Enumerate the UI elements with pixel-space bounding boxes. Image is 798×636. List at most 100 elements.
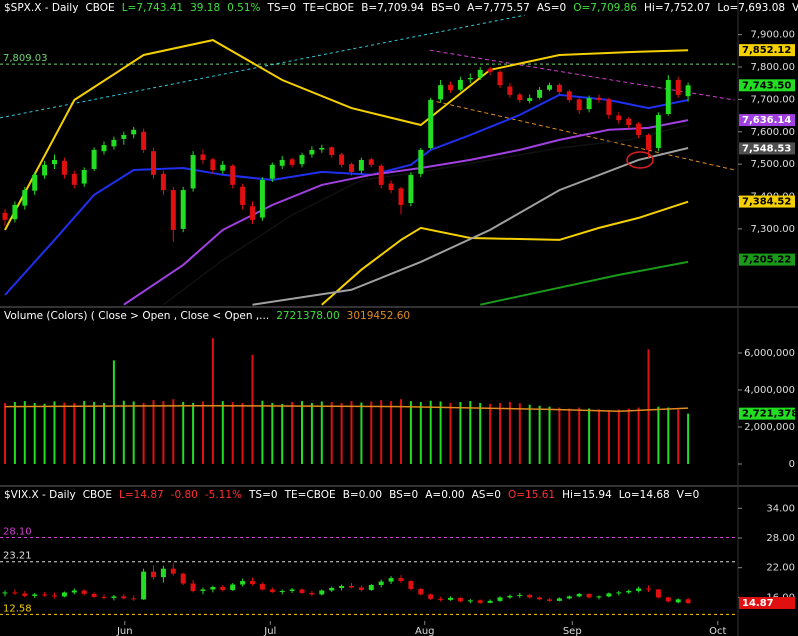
y-tick-label: 28.00 xyxy=(766,533,795,544)
candle-body xyxy=(91,149,97,170)
x-tick-label: Oct xyxy=(709,626,726,636)
candle-body xyxy=(418,588,424,595)
header-field: 2721378.00 xyxy=(276,310,339,322)
candle-body xyxy=(52,595,57,597)
candle-body xyxy=(230,584,236,590)
header-field: Hi=15.94 xyxy=(562,489,612,501)
volume-bar xyxy=(657,406,660,464)
candle-body xyxy=(477,600,483,603)
candle-body xyxy=(517,594,523,596)
candle-body xyxy=(448,84,453,91)
header-field: CBOE xyxy=(83,489,112,501)
candle-body xyxy=(408,174,414,204)
candle-body xyxy=(626,118,632,125)
header-field: $SPX.X - Daily xyxy=(4,2,78,14)
candle-body xyxy=(507,86,513,95)
candle-body xyxy=(22,593,28,596)
volume-bar xyxy=(617,409,620,464)
volume-bar xyxy=(459,402,462,464)
candle-body xyxy=(121,135,127,139)
volume-bar xyxy=(103,402,105,464)
candle-body xyxy=(368,585,374,590)
volume-bar xyxy=(588,408,591,464)
candle-body xyxy=(131,598,137,600)
volume-bar xyxy=(350,401,353,464)
header-field: Lo=14.68 xyxy=(619,489,670,501)
candle-body xyxy=(457,79,463,90)
header-field: V=_ xyxy=(792,2,798,14)
candle-body xyxy=(111,596,117,598)
candle-body xyxy=(448,597,453,600)
candle-body xyxy=(2,212,8,220)
candle-body xyxy=(556,84,562,92)
candle-body xyxy=(279,159,285,166)
candle-body xyxy=(388,578,394,582)
volume-bar xyxy=(23,401,26,464)
candle-body xyxy=(636,588,642,591)
candle-body xyxy=(121,596,127,599)
header-field: Lo=7,693.08 xyxy=(717,2,785,14)
trendline xyxy=(0,14,525,119)
candle-body xyxy=(329,147,335,156)
volume-bar xyxy=(627,408,630,464)
volume-bar xyxy=(73,402,76,464)
candle-body xyxy=(408,581,414,589)
volume-bar xyxy=(261,400,264,464)
candle-body xyxy=(230,165,236,185)
y-tick-label: 7,800.00 xyxy=(750,62,795,73)
price-label: 14.87 xyxy=(742,598,774,609)
volume-bar xyxy=(112,360,115,464)
candle-body xyxy=(517,94,523,101)
candle-body xyxy=(606,99,612,115)
candle-body xyxy=(151,151,156,175)
volume-bar xyxy=(528,404,531,464)
price-label-box xyxy=(739,142,795,155)
volume-bar xyxy=(469,401,472,464)
y-tick-label: 7,700.00 xyxy=(750,94,795,105)
candle-body xyxy=(319,147,325,150)
volume-bar xyxy=(647,349,650,464)
candle-body xyxy=(160,173,166,191)
volume-bar xyxy=(508,402,511,464)
candle-body xyxy=(32,594,38,596)
header-field: CBOE xyxy=(85,2,114,14)
header-field: AS=0 xyxy=(537,2,566,14)
candle-body xyxy=(378,581,384,586)
volume-bar xyxy=(687,413,690,464)
volume-bar xyxy=(489,403,492,464)
header-field: BS=0 xyxy=(389,489,418,501)
reference-label: 12.58 xyxy=(3,603,32,614)
volume-bar xyxy=(63,402,66,464)
candle-body xyxy=(358,587,364,590)
candle-body xyxy=(646,135,651,150)
candle-body xyxy=(190,155,196,189)
candle-body xyxy=(299,155,305,165)
candle-body xyxy=(200,589,206,591)
volume-bar xyxy=(221,401,224,464)
y-tick-label: 7,300.00 xyxy=(750,224,795,235)
volume-bar xyxy=(340,402,343,464)
volume-bar xyxy=(607,410,610,464)
header-field: AS=0 xyxy=(472,489,501,501)
candle-body xyxy=(141,131,147,150)
header-field: 0.51% xyxy=(227,2,260,14)
candle-body xyxy=(240,186,246,205)
volume-bar xyxy=(598,409,600,464)
candle-body xyxy=(111,139,117,147)
candle-body xyxy=(477,69,483,78)
candle-body xyxy=(131,129,137,135)
candle-body xyxy=(576,99,582,111)
candle-body xyxy=(665,79,671,114)
candle-body xyxy=(81,590,87,594)
volume-bar xyxy=(93,402,96,464)
price-label-box xyxy=(739,195,795,208)
volume-plot xyxy=(4,338,690,464)
candle-body xyxy=(596,596,602,598)
candle-body xyxy=(547,599,552,601)
candle-body xyxy=(22,190,28,206)
price-label-box xyxy=(739,407,795,420)
header-field: Volume (Colors) ( Close > Open , Close <… xyxy=(4,310,269,322)
volume-bar xyxy=(558,407,561,464)
